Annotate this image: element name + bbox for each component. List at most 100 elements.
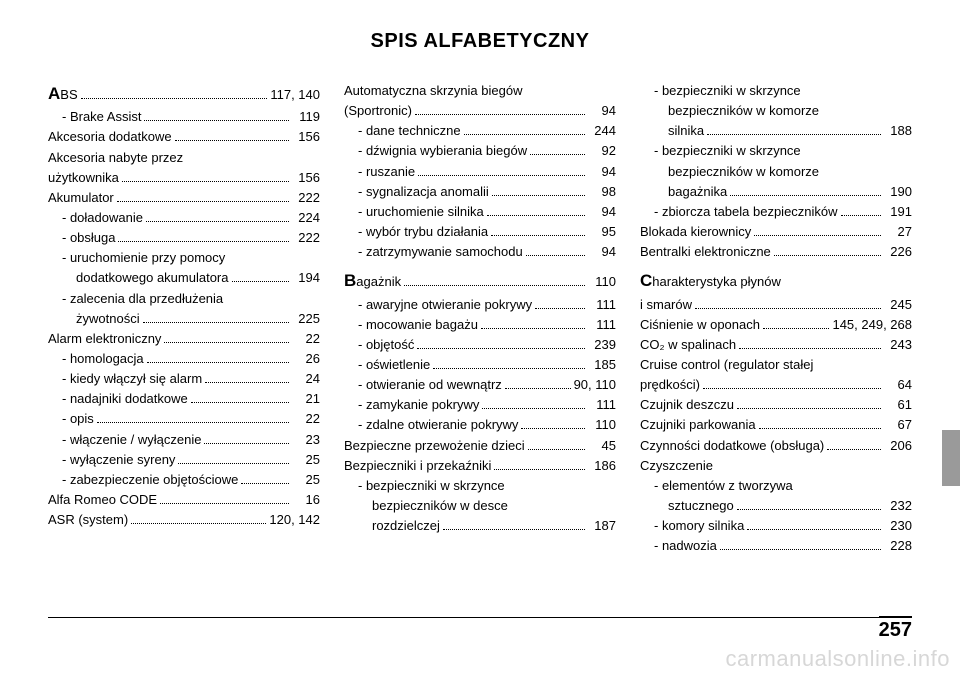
index-entry: silnika 188 (640, 121, 912, 141)
entry-label: sztucznego (668, 496, 734, 516)
entry-label: - bezpieczniki w skrzynce (654, 141, 801, 161)
index-entry: - zabezpieczenie objętościowe25 (48, 470, 320, 490)
leader-dots (147, 362, 289, 363)
index-entry: Automatyczna skrzynia biegów (344, 81, 616, 101)
entry-page: 194 (292, 268, 320, 288)
index-entry: i smarów245 (640, 295, 912, 315)
entry-page: 90, 110 (574, 375, 616, 395)
entry-label: Charakterystyka płynów (640, 268, 781, 294)
entry-label: - homologacja (62, 349, 144, 369)
entry-page: 232 (884, 496, 912, 516)
entry-page: 224 (292, 208, 320, 228)
index-entry: - zbiorcza tabela bezpieczników191 (640, 202, 912, 222)
entry-label: bezpieczników w desce (372, 496, 508, 516)
leader-dots (703, 388, 881, 389)
entry-label: silnika (668, 121, 704, 141)
index-column: Automatyczna skrzynia biegów(Sportronic)… (344, 81, 616, 556)
leader-dots (530, 154, 585, 155)
entry-page: 222 (292, 228, 320, 248)
leader-dots (739, 348, 881, 349)
entry-label: - zatrzymywanie samochodu (358, 242, 523, 262)
page-title: SPIS ALFABETYCZNY (48, 30, 912, 53)
leader-dots (707, 134, 881, 135)
entry-page: 187 (588, 516, 616, 536)
leader-dots (131, 523, 266, 524)
index-entry: Czujniki parkowania67 (640, 415, 912, 435)
entry-label: - wybór trybu działania (358, 222, 488, 242)
entry-label: - otwieranie od wewnątrz (358, 375, 502, 395)
leader-dots (487, 215, 585, 216)
entry-page: 111 (588, 315, 616, 335)
entry-page: 239 (588, 335, 616, 355)
leader-dots (418, 175, 585, 176)
entry-page: 94 (588, 162, 616, 182)
index-entry: - zamykanie pokrywy111 (344, 395, 616, 415)
leader-dots (164, 342, 289, 343)
index-entry: Ciśnienie w oponach 145, 249, 268 (640, 315, 912, 335)
entry-label: CO₂ w spalinach (640, 335, 736, 355)
leader-dots (433, 368, 585, 369)
index-entry: - nadajniki dodatkowe21 (48, 389, 320, 409)
entry-label: Alfa Romeo CODE (48, 490, 157, 510)
leader-dots (178, 463, 289, 464)
leader-dots (241, 483, 289, 484)
entry-label: - zamykanie pokrywy (358, 395, 479, 415)
index-entry: (Sportronic)94 (344, 101, 616, 121)
index-entry: Alarm elektroniczny22 (48, 329, 320, 349)
entry-label: - mocowanie bagażu (358, 315, 478, 335)
leader-dots (232, 281, 290, 282)
entry-label: - wyłączenie syreny (62, 450, 175, 470)
entry-label: dodatkowego akumulatora (76, 268, 229, 288)
entry-page: 245 (884, 295, 912, 315)
index-entry: - awaryjne otwieranie pokrywy111 (344, 295, 616, 315)
leader-dots (526, 255, 585, 256)
entry-label: - oświetlenie (358, 355, 430, 375)
entry-label: prędkości) (640, 375, 700, 395)
index-entry: użytkownika 156 (48, 168, 320, 188)
index-entry: - otwieranie od wewnątrz 90, 110 (344, 375, 616, 395)
entry-label: - komory silnika (654, 516, 744, 536)
entry-page: 156 (292, 168, 320, 188)
index-entry: - objętość239 (344, 335, 616, 355)
entry-page: 156 (292, 127, 320, 147)
entry-page: 64 (884, 375, 912, 395)
leader-dots (160, 503, 289, 504)
index-entry: - doładowanie224 (48, 208, 320, 228)
entry-page: 98 (588, 182, 616, 202)
entry-label: Akumulator (48, 188, 114, 208)
index-entry: Bentralki elektroniczne226 (640, 242, 912, 262)
leader-dots (759, 428, 881, 429)
watermark: carmanualsonline.info (725, 646, 950, 672)
leader-dots (494, 469, 585, 470)
entry-label: - zbiorcza tabela bezpieczników (654, 202, 838, 222)
leader-dots (528, 449, 585, 450)
entry-label: Bezpieczne przewożenie dzieci (344, 436, 525, 456)
entry-label: - zabezpieczenie objętościowe (62, 470, 238, 490)
entry-label: - dane techniczne (358, 121, 461, 141)
entry-page: 26 (292, 349, 320, 369)
leader-dots (118, 241, 289, 242)
entry-label: Ciśnienie w oponach (640, 315, 760, 335)
entry-page: 206 (884, 436, 912, 456)
entry-page: 22 (292, 329, 320, 349)
index-entry: - zatrzymywanie samochodu94 (344, 242, 616, 262)
entry-page: 117, 140 (270, 85, 320, 105)
entry-label: użytkownika (48, 168, 119, 188)
index-entry: - elementów z tworzywa (640, 476, 912, 496)
index-columns: ABS117, 140- Brake Assist119Akcesoria do… (48, 81, 912, 556)
leader-dots (695, 308, 881, 309)
entry-page: 111 (588, 295, 616, 315)
index-entry: - uruchomienie przy pomocy (48, 248, 320, 268)
index-entry: - Brake Assist119 (48, 107, 320, 127)
index-entry: dodatkowego akumulatora 194 (48, 268, 320, 288)
entry-page: 145, 249, 268 (832, 315, 912, 335)
entry-page: 21 (292, 389, 320, 409)
entry-label: - nadwozia (654, 536, 717, 556)
entry-label: Blokada kierownicy (640, 222, 751, 242)
leader-dots (737, 509, 881, 510)
entry-page: 95 (588, 222, 616, 242)
leader-dots (841, 215, 881, 216)
leader-dots (492, 195, 585, 196)
entry-page: 188 (884, 121, 912, 141)
leader-dots (122, 181, 289, 182)
